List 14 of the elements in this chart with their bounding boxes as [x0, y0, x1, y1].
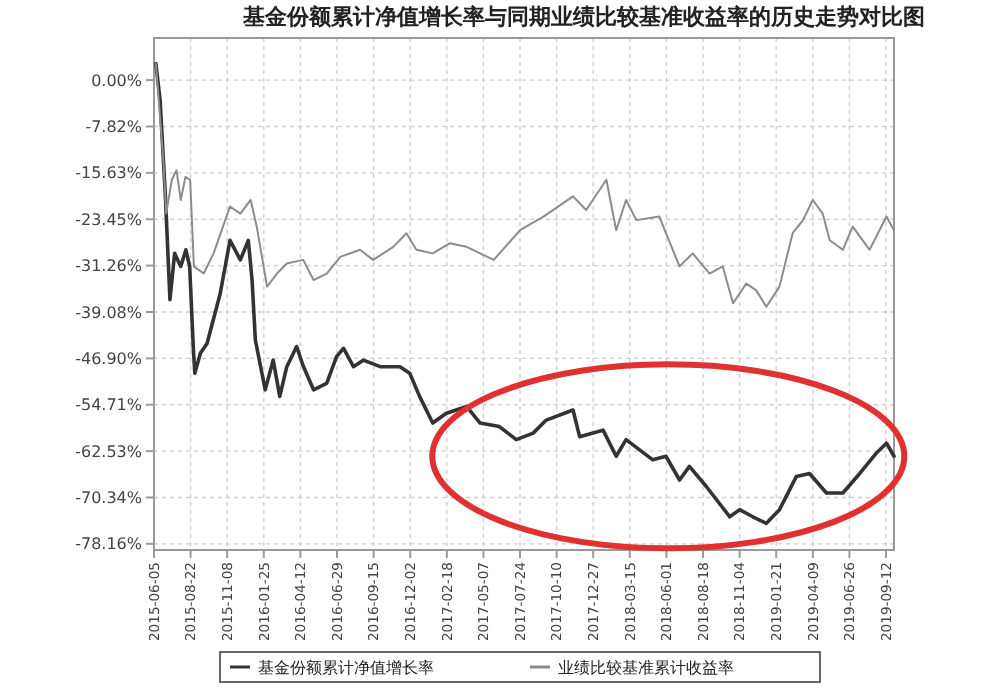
- y-tick-label: 0.00%: [91, 71, 143, 90]
- y-tick-label: -78.16%: [75, 535, 143, 554]
- y-tick-label: -31.26%: [75, 257, 143, 276]
- y-tick-label: -7.82%: [85, 118, 143, 137]
- y-tick-label: -15.63%: [75, 164, 143, 183]
- y-tick-label: -54.71%: [75, 396, 143, 415]
- y-tick-label: -62.53%: [75, 442, 143, 461]
- chart-title: 基金份额累计净值增长率与同期业绩比较基准收益率的历史走势对比图: [241, 4, 925, 30]
- legend-label: 业绩比较基准累计收益率: [558, 658, 734, 677]
- legend-label: 基金份额累计净值增长率: [258, 658, 434, 677]
- y-tick-label: -23.45%: [75, 210, 143, 229]
- y-tick-label: -70.34%: [75, 489, 143, 508]
- y-tick-label: -39.08%: [75, 303, 143, 322]
- y-tick-label: -46.90%: [75, 349, 143, 368]
